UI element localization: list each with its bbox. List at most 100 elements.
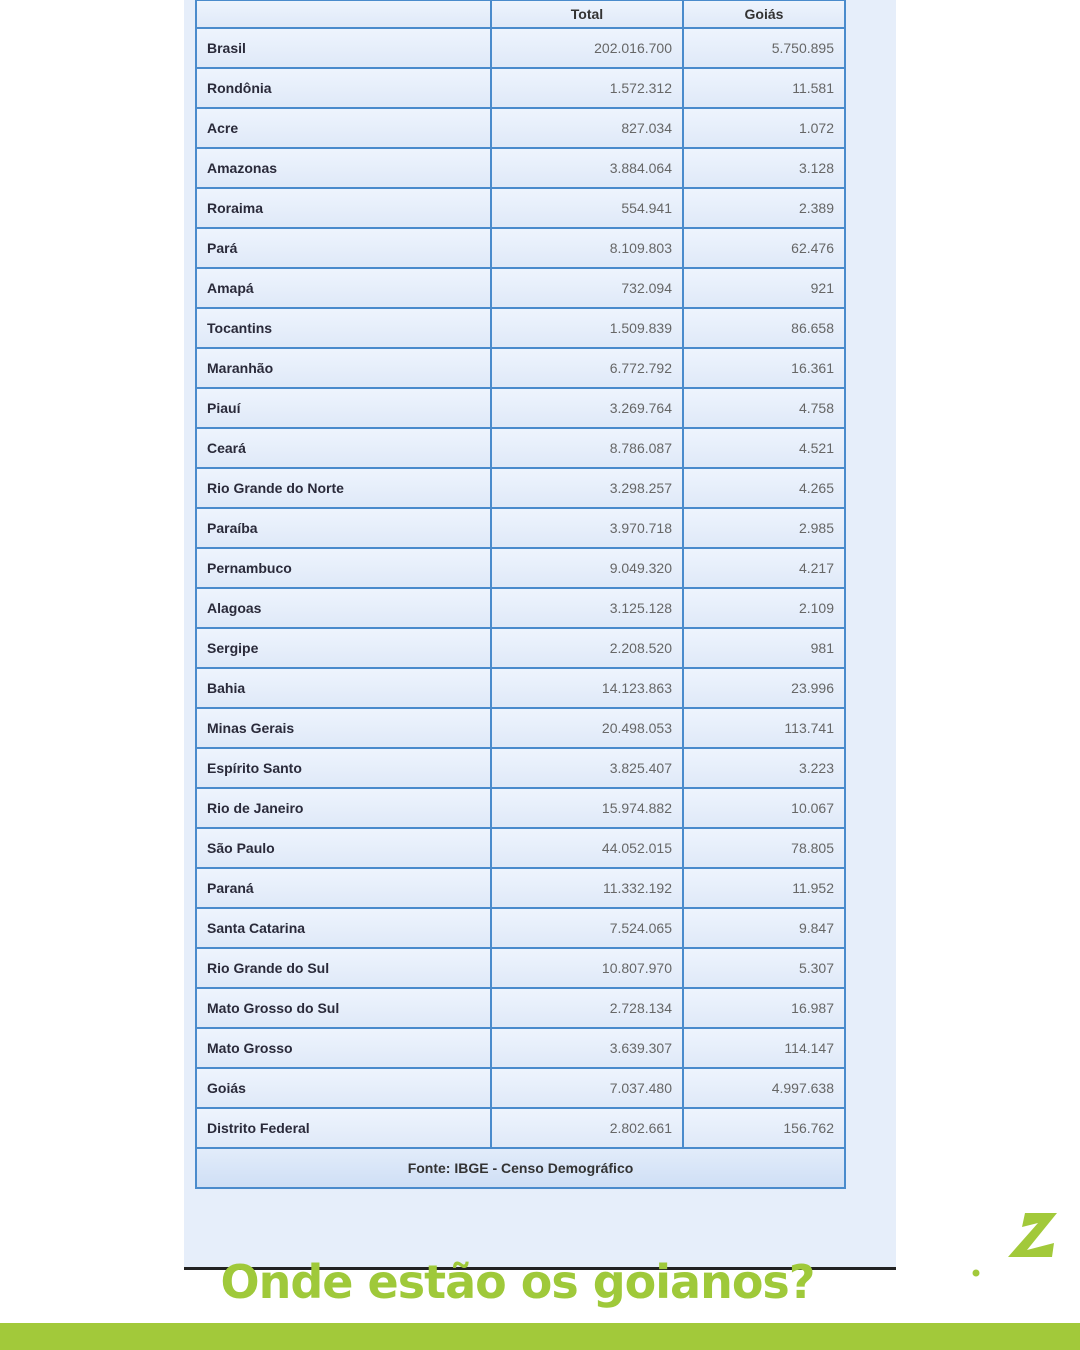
table-row: Alagoas 3.125.128 2.109 [195, 587, 846, 629]
total-population: 10.807.970 [490, 947, 684, 989]
state-name: Alagoas [195, 587, 492, 629]
total-population: 20.498.053 [490, 707, 684, 749]
goias-population: 2.985 [682, 507, 846, 549]
state-name: Distrito Federal [195, 1107, 492, 1149]
table-header-row: Total Goiás [195, 0, 846, 29]
goias-population: 4.217 [682, 547, 846, 589]
total-population: 3.639.307 [490, 1027, 684, 1069]
state-name: Rio de Janeiro [195, 787, 492, 829]
state-name: Rio Grande do Sul [195, 947, 492, 989]
table-row: São Paulo 44.052.015 78.805 [195, 827, 846, 869]
goias-population: 78.805 [682, 827, 846, 869]
population-table: Total Goiás Brasil 202.016.700 5.750.895 Ro… [195, 0, 846, 1189]
total-population: 3.825.407 [490, 747, 684, 789]
total-population: 3.269.764 [490, 387, 684, 429]
table-row: Maranhão 6.772.792 16.361 [195, 347, 846, 389]
table-footer-row: Fonte: IBGE - Censo Demográfico [195, 1147, 846, 1189]
state-name: Paraná [195, 867, 492, 909]
total-population: 11.332.192 [490, 867, 684, 909]
total-population: 15.974.882 [490, 787, 684, 829]
total-population: 554.941 [490, 187, 684, 229]
goias-population: 4.997.638 [682, 1067, 846, 1109]
total-population: 1.509.839 [490, 307, 684, 349]
goias-population: 23.996 [682, 667, 846, 709]
total-population: 2.728.134 [490, 987, 684, 1029]
total-population: 6.772.792 [490, 347, 684, 389]
goias-population: 156.762 [682, 1107, 846, 1149]
table-row: Rio de Janeiro 15.974.882 10.067 [195, 787, 846, 829]
total-population: 732.094 [490, 267, 684, 309]
goias-population: 113.741 [682, 707, 846, 749]
goias-population: 4.521 [682, 427, 846, 469]
state-name: São Paulo [195, 827, 492, 869]
total-population: 7.037.480 [490, 1067, 684, 1109]
table-row: Rio Grande do Norte 3.298.257 4.265 [195, 467, 846, 509]
logo-dot [972, 1269, 980, 1277]
footer-bar [0, 1323, 1080, 1350]
state-name: Mato Grosso [195, 1027, 492, 1069]
state-name: Piauí [195, 387, 492, 429]
goias-population: 981 [682, 627, 846, 669]
divider [184, 1267, 896, 1270]
table-row: Ceará 8.786.087 4.521 [195, 427, 846, 469]
table-row: Goiás 7.037.480 4.997.638 [195, 1067, 846, 1109]
table-row: Espírito Santo 3.825.407 3.223 [195, 747, 846, 789]
goias-population: 114.147 [682, 1027, 846, 1069]
state-name: Santa Catarina [195, 907, 492, 949]
state-name: Pernambuco [195, 547, 492, 589]
table-row: Santa Catarina 7.524.065 9.847 [195, 907, 846, 949]
header-total: Total [490, 0, 684, 29]
table-row: Sergipe 2.208.520 981 [195, 627, 846, 669]
header-state [195, 0, 492, 29]
goias-population: 16.987 [682, 987, 846, 1029]
total-population: 1.572.312 [490, 67, 684, 109]
state-name: Brasil [195, 27, 492, 69]
state-name: Paraíba [195, 507, 492, 549]
goias-population: 11.581 [682, 67, 846, 109]
total-population: 3.884.064 [490, 147, 684, 189]
table-row: Minas Gerais 20.498.053 113.741 [195, 707, 846, 749]
state-name: Mato Grosso do Sul [195, 987, 492, 1029]
table-row: Roraima 554.941 2.389 [195, 187, 846, 229]
state-name: Amazonas [195, 147, 492, 189]
header-goias: Goiás [682, 0, 846, 29]
logo-z-mark [1008, 1213, 1057, 1257]
table-row: Bahia 14.123.863 23.996 [195, 667, 846, 709]
goias-population: 16.361 [682, 347, 846, 389]
state-name: Espírito Santo [195, 747, 492, 789]
state-name: Roraima [195, 187, 492, 229]
total-population: 14.123.863 [490, 667, 684, 709]
goias-population: 62.476 [682, 227, 846, 269]
goias-population: 3.128 [682, 147, 846, 189]
table-row: Tocantins 1.509.839 86.658 [195, 307, 846, 349]
total-population: 8.109.803 [490, 227, 684, 269]
goias-population: 86.658 [682, 307, 846, 349]
state-name: Maranhão [195, 347, 492, 389]
total-population: 3.125.128 [490, 587, 684, 629]
table-row: Paraná 11.332.192 11.952 [195, 867, 846, 909]
page-title: Onde estão os goianos? [220, 1255, 816, 1309]
goias-population: 3.223 [682, 747, 846, 789]
state-name: Ceará [195, 427, 492, 469]
goias-population: 2.389 [682, 187, 846, 229]
state-name: Pará [195, 227, 492, 269]
goias-population: 1.072 [682, 107, 846, 149]
total-population: 827.034 [490, 107, 684, 149]
total-population: 3.298.257 [490, 467, 684, 509]
table-row: Pernambuco 9.049.320 4.217 [195, 547, 846, 589]
table-row: Brasil 202.016.700 5.750.895 [195, 27, 846, 69]
total-population: 2.208.520 [490, 627, 684, 669]
state-name: Sergipe [195, 627, 492, 669]
table-row: Mato Grosso do Sul 2.728.134 16.987 [195, 987, 846, 1029]
total-population: 7.524.065 [490, 907, 684, 949]
table-row: Amapá 732.094 921 [195, 267, 846, 309]
table-row: Distrito Federal 2.802.661 156.762 [195, 1107, 846, 1149]
goias-population: 921 [682, 267, 846, 309]
state-name: Goiás [195, 1067, 492, 1109]
goias-population: 2.109 [682, 587, 846, 629]
goias-population: 4.265 [682, 467, 846, 509]
table-row: Amazonas 3.884.064 3.128 [195, 147, 846, 189]
table-row: Rio Grande do Sul 10.807.970 5.307 [195, 947, 846, 989]
state-name: Bahia [195, 667, 492, 709]
total-population: 2.802.661 [490, 1107, 684, 1149]
